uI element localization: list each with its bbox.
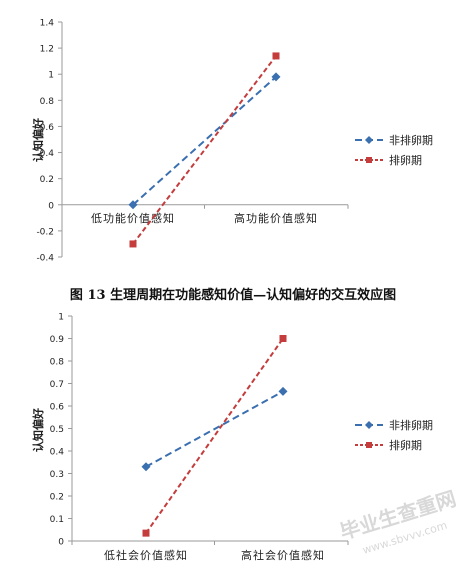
series-line-1 [145,390,284,468]
legend-marker [365,136,373,144]
y-tick-label: 0.8 [50,358,65,368]
y-tick-label: 0.1 [50,515,64,525]
series-line-2 [145,337,284,534]
y-tick-label: 0 [58,538,64,548]
y-tick-label: 1.2 [40,45,54,55]
legend-label: 排卵期 [389,153,422,167]
legend-label: 排卵期 [389,438,422,452]
legend-marker [366,157,372,163]
x-category-label: 高功能价值感知 [234,211,318,225]
y-tick-label: 0.8 [40,97,55,107]
data-point [279,335,287,342]
y-tick-label: 1.4 [40,19,55,29]
legend-marker [365,421,373,429]
y-tick-label: 0.2 [40,175,54,185]
data-point [129,240,137,248]
y-tick-label: 0.6 [40,123,55,133]
y-tick-label: 0.9 [50,335,65,345]
y-tick-label: 1 [58,313,64,323]
y-axis-title: 认知偏好 [31,408,45,452]
y-axis-title: 认知偏好 [31,118,45,162]
data-point [271,72,281,82]
y-tick-label: 0.4 [50,448,65,458]
chart-2: 0 0.1 0.2 0.3 0.4 0.5 0.6 0.7 0.8 0.9 1 低社会价值感知 高社会价… [31,313,433,563]
data-point [141,462,151,472]
data-point [278,386,288,396]
y-tick-label: 0.4 [40,149,55,159]
legend-label: 非排卵期 [389,133,433,147]
chart-1: -0.4 -0.2 0 0.2 0.4 0.6 0.8 1 1.2 1.4 低功能价值感知 高功能价值… [31,19,433,264]
y-tick-label: -0.4 [36,254,54,264]
figure-caption: 图 13 生理周期在功能感知价值—认知偏好的交互效应图 [69,288,397,303]
x-category-label: 高社会价值感知 [241,548,325,562]
y-tick-label: 0.5 [50,425,64,435]
series-line-1 [132,76,277,206]
legend-marker [366,442,372,448]
y-tick-label: -0.2 [36,227,54,237]
y-tick-label: 0.3 [50,470,64,480]
data-point [272,52,280,60]
y-tick-label: 0.7 [50,380,64,390]
x-category-label: 低社会价值感知 [104,548,188,562]
y-tick-label: 0 [48,201,54,211]
y-tick-label: 0.2 [50,493,64,503]
legend-label: 非排卵期 [389,418,433,432]
series-line-2 [132,55,277,245]
data-point [142,529,150,537]
x-category-label: 低功能价值感知 [91,211,175,225]
data-point [128,200,138,210]
y-tick-label: 1 [48,71,54,81]
y-tick-label: 0.6 [50,403,65,413]
